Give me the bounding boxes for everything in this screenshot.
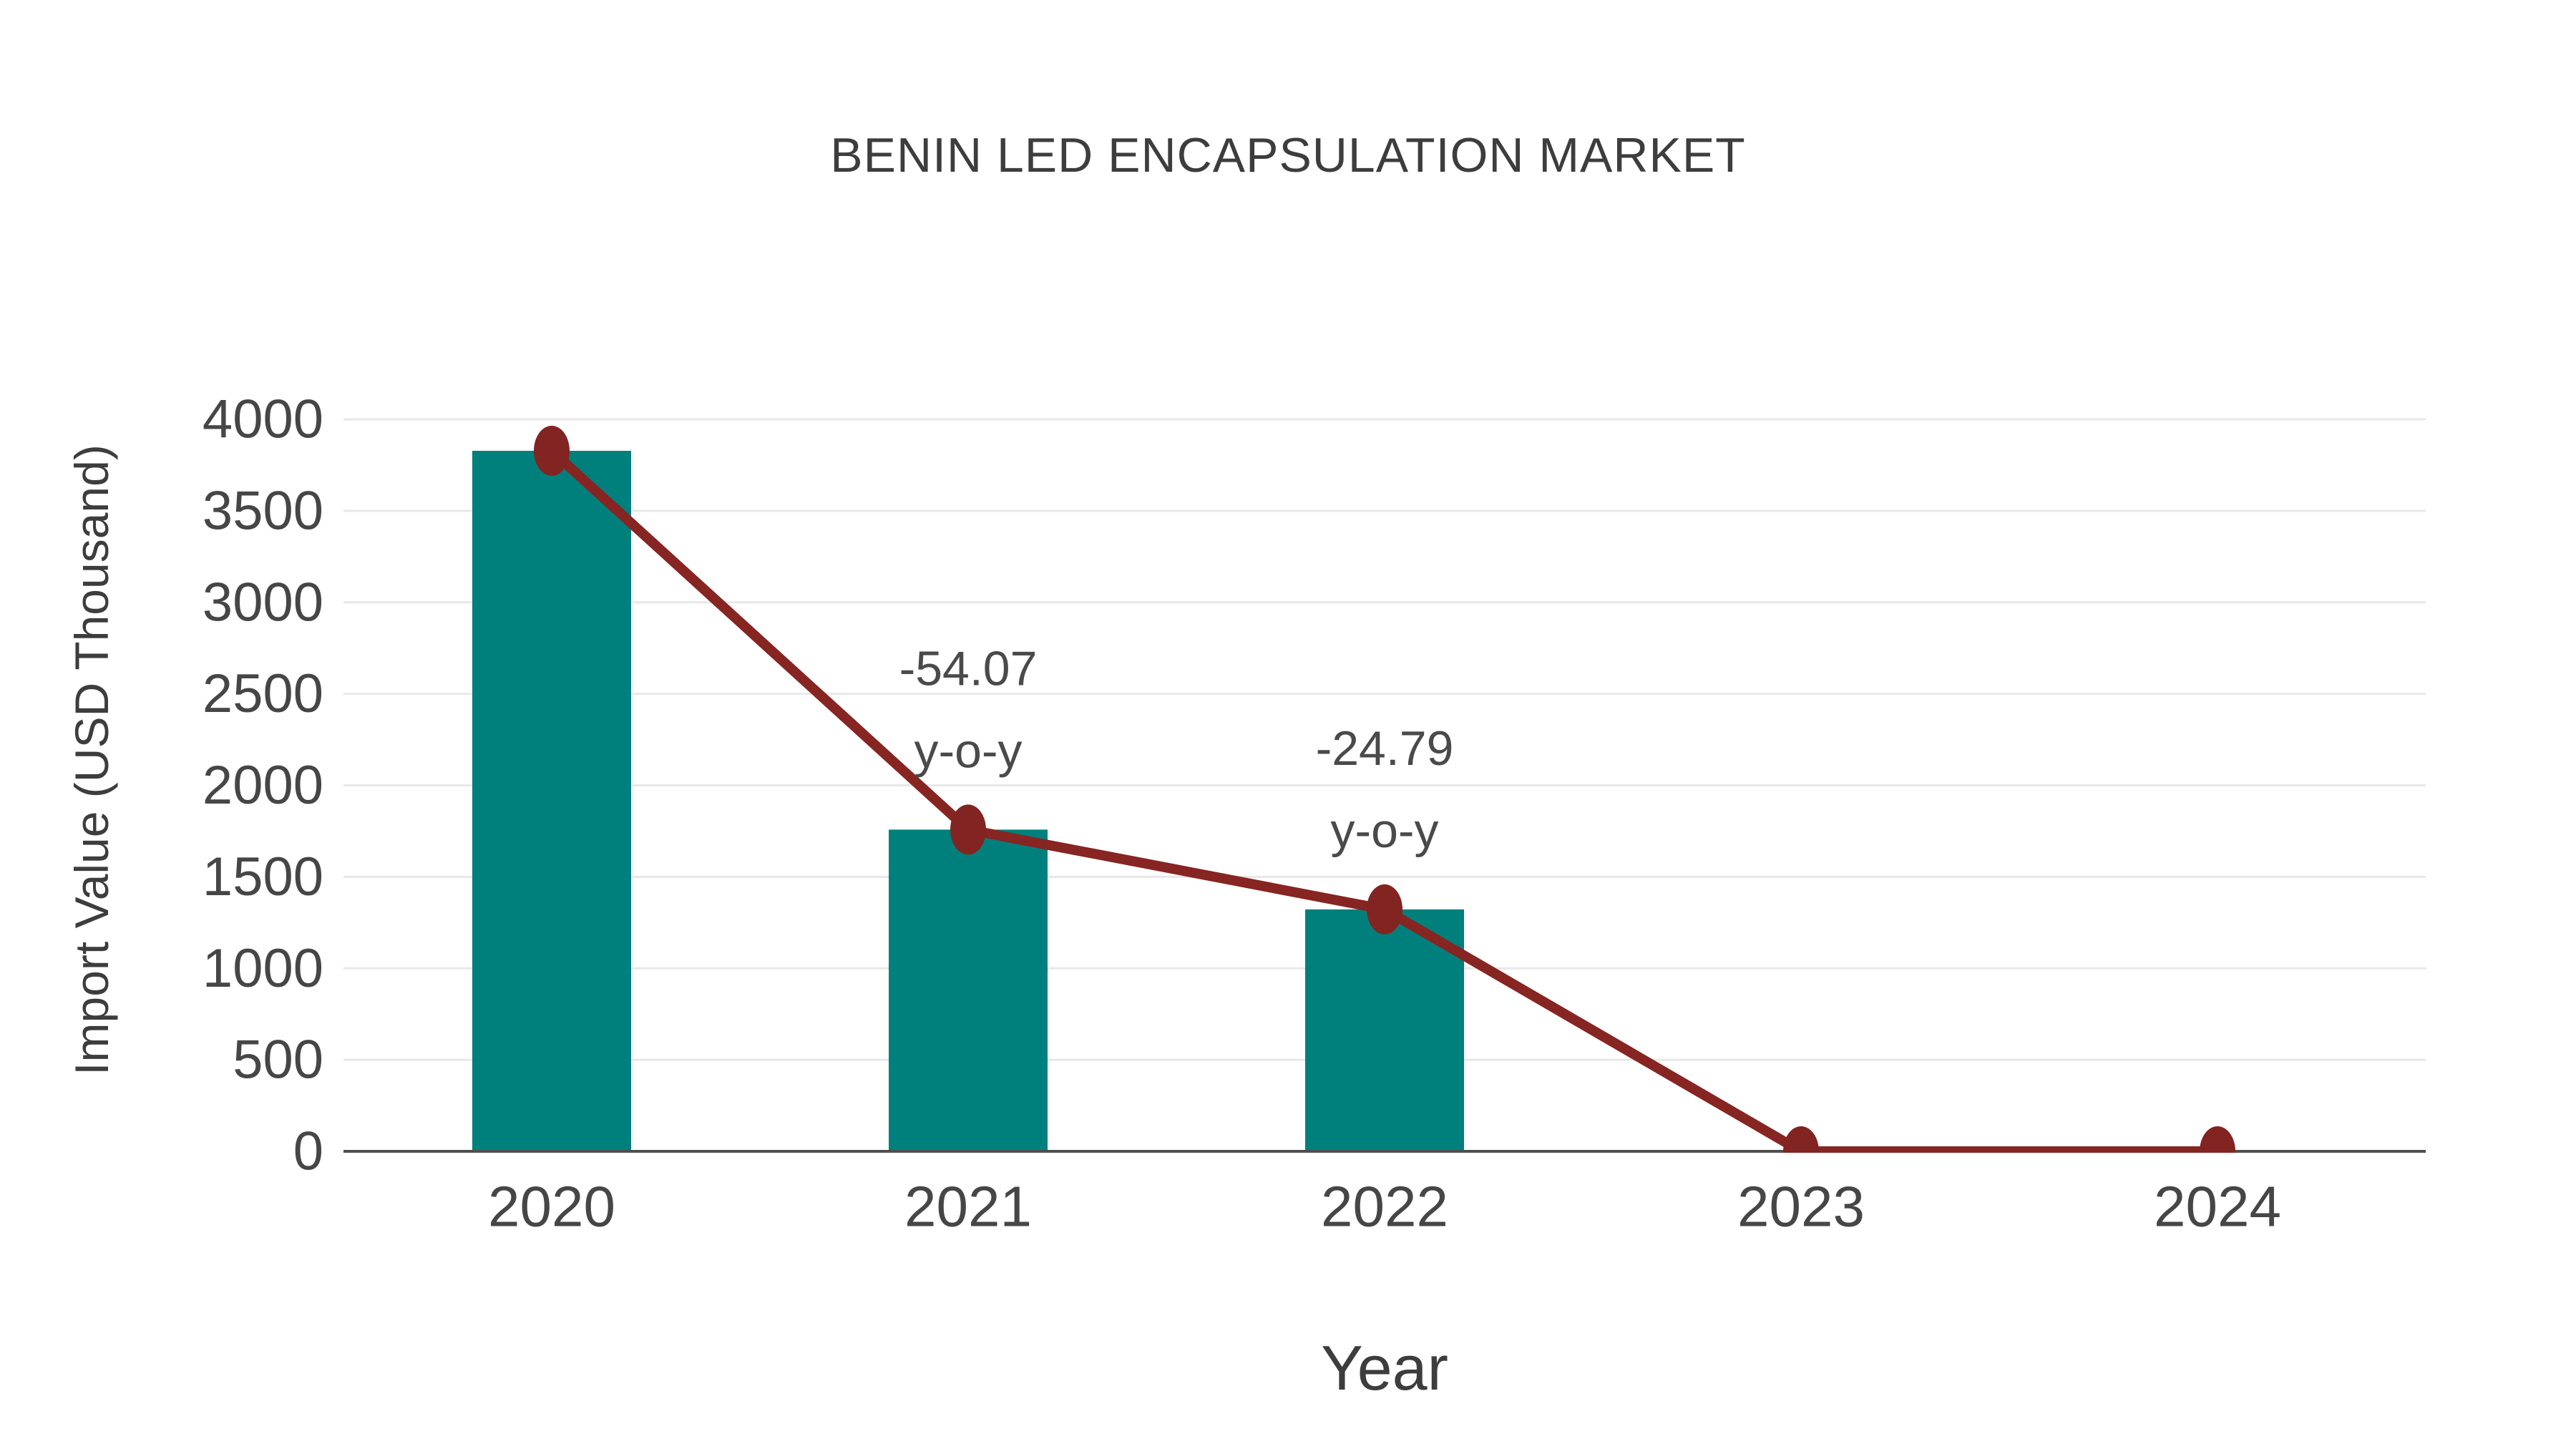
x-tick-label-2023: 2023 xyxy=(1737,1175,1865,1239)
annotation-2021-value: -54.07 xyxy=(899,641,1038,696)
marker-2021 xyxy=(950,804,986,855)
y-tick-label-0: 0 xyxy=(293,1121,323,1182)
bar-2020 xyxy=(472,450,631,1151)
marker-2024 xyxy=(2200,1126,2235,1153)
bar-2021 xyxy=(889,829,1048,1151)
annotation-2022-value: -24.79 xyxy=(1316,721,1454,776)
marker-2022 xyxy=(1367,884,1402,935)
x-axis-label: Year xyxy=(1321,1332,1448,1403)
y-tick-label-4000: 4000 xyxy=(203,389,323,450)
x-tick-label-2021: 2021 xyxy=(904,1175,1032,1239)
y-tick-label-2500: 2500 xyxy=(203,663,323,724)
marker-2023 xyxy=(1783,1126,1819,1153)
x-tick-label-2024: 2024 xyxy=(2154,1175,2281,1239)
marker-2020 xyxy=(534,425,570,476)
annotation-2022-unit: y-o-y xyxy=(1330,804,1438,858)
trend-layer xyxy=(534,425,2235,1153)
y-tick-label-1500: 1500 xyxy=(203,847,323,907)
chart-title: BENIN LED ENCAPSULATION MARKET xyxy=(830,128,1746,182)
y-tick-label-500: 500 xyxy=(233,1030,323,1091)
annotation-2021-unit: y-o-y xyxy=(914,723,1022,778)
x-tick-label-2022: 2022 xyxy=(1321,1175,1448,1239)
bar-2022 xyxy=(1305,909,1464,1151)
x-tick-label-2020: 2020 xyxy=(488,1175,615,1239)
y-tick-label-1000: 1000 xyxy=(203,938,323,999)
y-tick-label-3500: 3500 xyxy=(203,480,323,541)
y-tick-label-3000: 3000 xyxy=(203,572,323,633)
y-tick-label-2000: 2000 xyxy=(203,755,323,816)
